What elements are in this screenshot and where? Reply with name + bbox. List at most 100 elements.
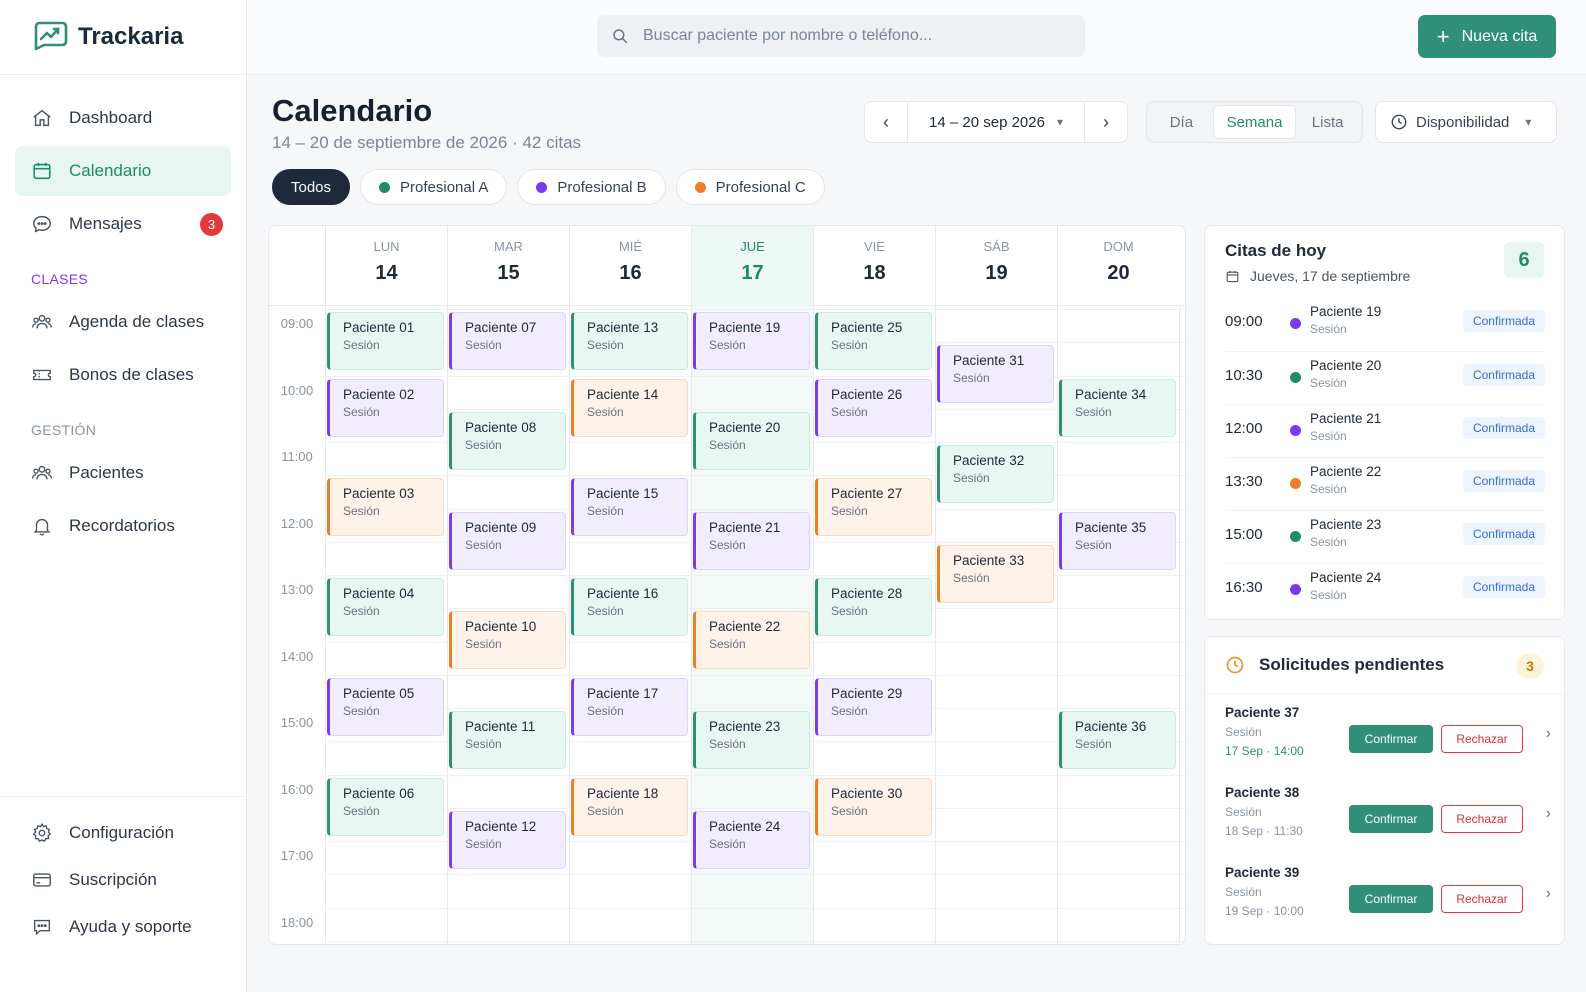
appointment-block[interactable]: Paciente 23 Sesión (693, 711, 810, 769)
appointment-block[interactable]: Paciente 35 Sesión (1059, 511, 1176, 570)
nav-item-agenda-clases[interactable]: Agenda de clases (15, 297, 231, 347)
section-title-gestion: GESTIÓN (31, 422, 97, 438)
nav-item-pacientes[interactable]: Pacientes (15, 448, 231, 498)
view-tab-semana[interactable]: Semana (1212, 105, 1297, 139)
appointment-block[interactable]: Paciente 16 Sesión (571, 578, 688, 636)
nav-item-recordatorios[interactable]: Recordatorios (15, 501, 231, 551)
appointment-patient: Paciente 10 (465, 619, 537, 635)
appointment-type: Sesión (343, 604, 380, 618)
nav-item-configuracion[interactable]: Configuración (15, 811, 231, 855)
appointment-type: Sesión (587, 703, 624, 718)
today-appointment-row[interactable]: 09:00 Paciente 19 Sesión Confirmada (1225, 298, 1545, 351)
appointment-block[interactable]: Paciente 19 Sesión (693, 312, 810, 370)
appointment-block[interactable]: Paciente 10 Sesión (449, 611, 566, 670)
today-appointment-row[interactable]: 13:30 Paciente 22 Sesión Confirmada (1225, 457, 1545, 510)
appointment-block[interactable]: Paciente 20 Sesión (693, 411, 810, 470)
appointment-block[interactable]: Paciente 12 Sesión (449, 810, 566, 869)
day-header[interactable]: VIE 18 (813, 226, 935, 306)
appointment-patient: Paciente 12 (465, 818, 537, 834)
appointment-block[interactable]: Paciente 01 Sesión (327, 312, 444, 370)
appointment-block[interactable]: Paciente 08 Sesión (449, 411, 566, 470)
confirm-button[interactable]: Confirmar (1349, 885, 1433, 913)
today-appointment-row[interactable]: 12:00 Paciente 21 Sesión Confirmada (1225, 404, 1545, 457)
chevron-right-icon[interactable]: › (1545, 885, 1551, 902)
appointment-block[interactable]: Paciente 36 Sesión (1059, 711, 1176, 769)
appointment-patient: Paciente 28 (831, 586, 903, 601)
appointment-patient: Paciente 24 (709, 818, 781, 834)
appointment-block[interactable]: Paciente 15 Sesión (571, 478, 688, 537)
nav-item-mensajes[interactable]: Mensajes 3 (15, 199, 231, 249)
appointment-block[interactable]: Paciente 04 Sesión (327, 578, 444, 636)
filter-chip-profesional-b[interactable]: Profesional B (517, 169, 666, 205)
hour-gridline (325, 708, 1185, 709)
today-appointment-row[interactable]: 10:30 Paciente 20 Sesión Confirmada (1225, 351, 1545, 404)
appointment-block[interactable]: Paciente 33 Sesión (937, 544, 1054, 603)
search-input[interactable] (643, 27, 1063, 45)
availability-dropdown[interactable]: Disponibilidad ▾ (1375, 101, 1557, 143)
chevron-right-icon[interactable]: › (1545, 805, 1551, 822)
filter-chip-profesional-a[interactable]: Profesional A (360, 169, 508, 205)
appointment-block[interactable]: Paciente 02 Sesión (327, 378, 444, 437)
nav-item-calendario[interactable]: Calendario (15, 146, 231, 196)
reject-button[interactable]: Rechazar (1441, 805, 1523, 833)
brand[interactable]: Trackaria (0, 0, 246, 75)
date-range-picker[interactable]: 14 – 20 sep 2026 ▾ (907, 102, 1085, 142)
appointment-block[interactable]: Paciente 34 Sesión (1059, 378, 1176, 437)
appointment-block[interactable]: Paciente 21 Sesión (693, 511, 810, 570)
day-header[interactable]: SÁB 19 (935, 226, 1057, 306)
appointment-block[interactable]: Paciente 18 Sesión (571, 777, 688, 836)
appointment-block[interactable]: Paciente 26 Sesión (815, 378, 932, 437)
next-week-button[interactable]: › (1085, 102, 1127, 142)
appointment-block[interactable]: Paciente 29 Sesión (815, 677, 932, 736)
appointment-type: Sesión (1310, 588, 1347, 602)
appointment-type: Sesión (465, 737, 502, 751)
time-label: 14:00 (280, 648, 314, 664)
filter-chip-todos[interactable]: Todos (272, 169, 351, 205)
search-box[interactable] (597, 15, 1085, 57)
today-appointment-row[interactable]: 15:00 Paciente 23 Sesión Confirmada (1225, 510, 1545, 563)
day-header[interactable]: DOM 20 (1057, 226, 1179, 306)
appointment-block[interactable]: Paciente 28 Sesión (815, 578, 932, 636)
view-tab-lista[interactable]: Lista (1311, 113, 1344, 131)
nav-item-bonos-clases[interactable]: Bonos de clases (15, 350, 231, 400)
appointment-time: 09:00 (1225, 313, 1263, 330)
appointment-patient: Paciente 35 (1075, 519, 1147, 535)
appointment-block[interactable]: Paciente 14 Sesión (571, 378, 688, 437)
day-header[interactable]: JUE 17 (691, 226, 813, 306)
appointment-block[interactable]: Paciente 09 Sesión (449, 511, 566, 570)
appointment-block[interactable]: Paciente 11 Sesión (449, 711, 566, 769)
appointment-block[interactable]: Paciente 13 Sesión (571, 312, 688, 370)
new-appointment-button[interactable]: + Nueva cita (1418, 15, 1556, 58)
time-label: 18:00 (280, 914, 314, 930)
day-header[interactable]: MAR 15 (447, 226, 569, 306)
card-icon (31, 869, 53, 891)
appointment-block[interactable]: Paciente 27 Sesión (815, 478, 932, 537)
nav-item-suscripcion[interactable]: Suscripción (15, 858, 231, 902)
appointment-block[interactable]: Paciente 17 Sesión (571, 677, 688, 736)
filter-label: Profesional C (715, 178, 806, 196)
day-header[interactable]: MIÉ 16 (569, 226, 691, 306)
nav-item-dashboard[interactable]: Dashboard (15, 93, 231, 143)
reject-button[interactable]: Rechazar (1441, 725, 1523, 753)
day-header[interactable]: LUN 14 (325, 226, 447, 306)
appointment-block[interactable]: Paciente 03 Sesión (327, 478, 444, 537)
today-appointment-row[interactable]: 16:30 Paciente 24 Sesión Confirmada (1225, 563, 1545, 616)
confirm-button[interactable]: Confirmar (1349, 725, 1433, 753)
appointment-block[interactable]: Paciente 05 Sesión (327, 677, 444, 736)
chevron-right-icon[interactable]: › (1545, 725, 1551, 742)
appointment-block[interactable]: Paciente 32 Sesión (937, 445, 1054, 503)
appointment-block[interactable]: Paciente 06 Sesión (327, 777, 444, 836)
appointment-block[interactable]: Paciente 30 Sesión (815, 777, 932, 836)
prev-week-button[interactable]: ‹ (865, 102, 907, 142)
appointment-block[interactable]: Paciente 31 Sesión (937, 345, 1054, 404)
appointment-block[interactable]: Paciente 07 Sesión (449, 312, 566, 370)
view-tab-dia[interactable]: Día (1169, 113, 1194, 131)
confirm-button[interactable]: Confirmar (1349, 805, 1433, 833)
nav-item-ayuda[interactable]: Ayuda y soporte (15, 905, 231, 949)
appointment-block[interactable]: Paciente 25 Sesión (815, 312, 932, 370)
reject-button[interactable]: Rechazar (1441, 885, 1523, 913)
appointment-block[interactable]: Paciente 24 Sesión (693, 810, 810, 869)
appointment-block[interactable]: Paciente 22 Sesión (693, 611, 810, 670)
today-date-label: Jueves, 17 de septiembre (1250, 268, 1411, 284)
filter-chip-profesional-c[interactable]: Profesional C (675, 169, 825, 205)
